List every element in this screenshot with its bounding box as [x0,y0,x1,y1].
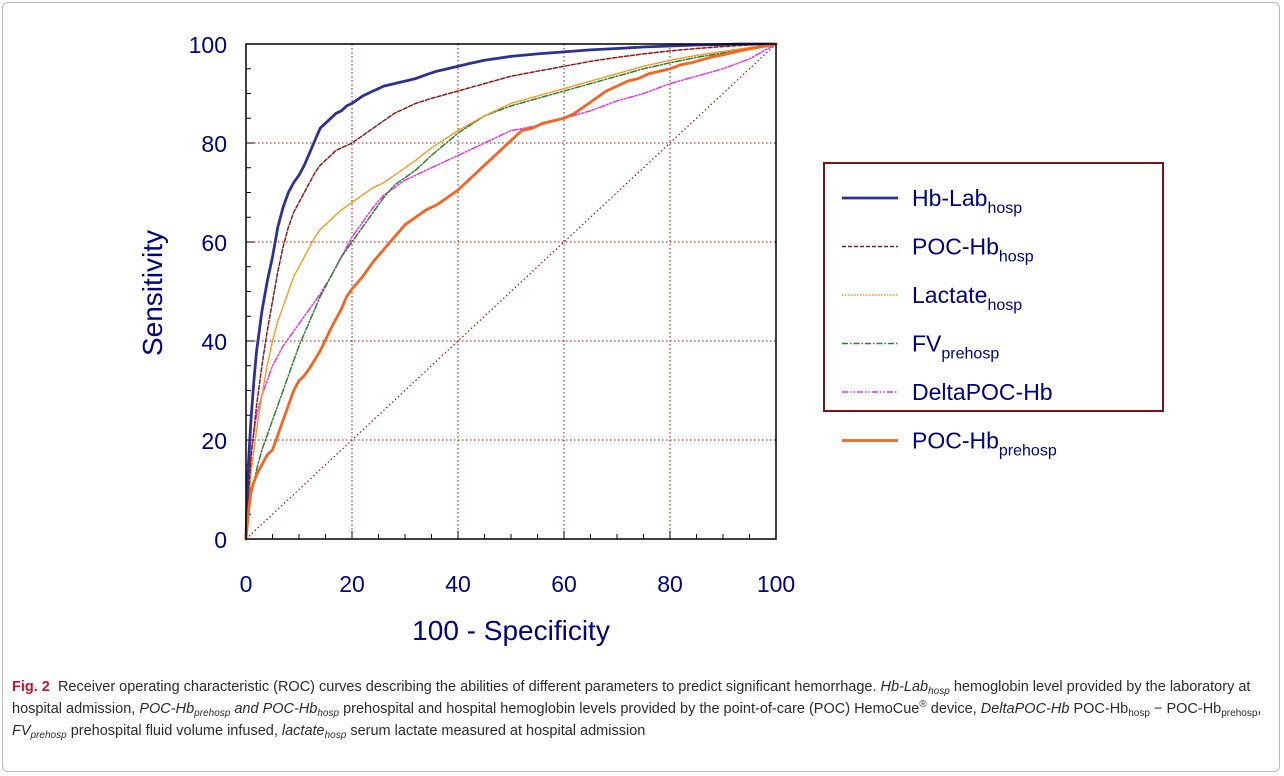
y-tick-label: 80 [201,131,227,157]
desc-delta: POC-Hbhosp − POC-Hbprehosp, [1073,701,1262,719]
grid [245,43,777,540]
x-tick-label: 100 [757,571,795,597]
series-group [244,42,778,541]
roc-chart: 0 20 40 60 80 100 0 20 40 60 80 100 100 - Specific… [137,32,1164,646]
figure-label: Fig. 2 [12,679,50,695]
x-tick-label: 80 [657,571,683,597]
x-tick-label: 60 [551,571,577,597]
legend-label: Hb-Labhosp [912,185,1022,217]
y-tick-label: 0 [214,527,227,553]
term-poc: POC-Hbprehosp and POC-Hbhosp [139,701,340,719]
legend-label: POC-Hbhosp [912,234,1034,266]
term-lactate: lactatehosp [281,723,347,741]
legend-label: DeltaPOC-Hb [912,379,1053,405]
x-axis-title: 100 - Specificity [412,615,610,646]
y-tick-label: 40 [201,329,227,355]
desc-fv: prehospital fluid volume infused, [70,723,278,739]
term-hblab: Hb-Labhosp [880,679,950,697]
series-line-poc-hb-prehosp [244,42,778,541]
desc-poc: prehospital and hospital hemoglobin leve… [343,699,977,717]
plot-border [245,43,777,540]
figure-caption: Fig. 2 Receiver operating characteristic… [12,676,1262,742]
legend-label: POC-Hbprehosp [912,428,1057,460]
desc-hblab: hemoglobin level provided by the laborat… [12,679,1251,717]
caption-intro: Receiver operating characteristic (ROC) … [57,679,877,695]
series-line-hb-lab-hosp [244,42,778,541]
reference-diagonal [245,43,777,540]
y-tick-label: 20 [201,428,227,454]
series-line-poc-hb-hosp [245,43,777,540]
x-tick-label: 40 [445,571,471,597]
y-axis-title: Sensitivity [137,230,168,356]
legend-label: Lactatehosp [912,282,1022,314]
y-tick-label: 60 [201,230,227,256]
legend-box [823,162,1164,412]
legend-label: FVprehosp [912,331,999,363]
y-tick-label: 100 [189,32,227,58]
series-line-deltapoc-hb [245,43,777,540]
legend: Hb-Labhosp POC-Hbhosp Lactatehosp FVprehosp… [823,162,1164,460]
y-tick-labels: 0 20 40 60 80 100 [189,32,227,553]
series-line-lactate-hosp [245,43,777,540]
x-tick-label: 20 [339,571,365,597]
x-tick-label: 0 [240,571,253,597]
term-delta: DeltaPOC-Hb [980,701,1070,717]
series-line-fv-prehosp [245,43,777,540]
desc-lactate: serum lactate measured at hospital admis… [350,723,646,739]
term-fv: FVprehosp [12,723,67,741]
x-tick-labels: 0 20 40 60 80 100 [240,571,796,597]
